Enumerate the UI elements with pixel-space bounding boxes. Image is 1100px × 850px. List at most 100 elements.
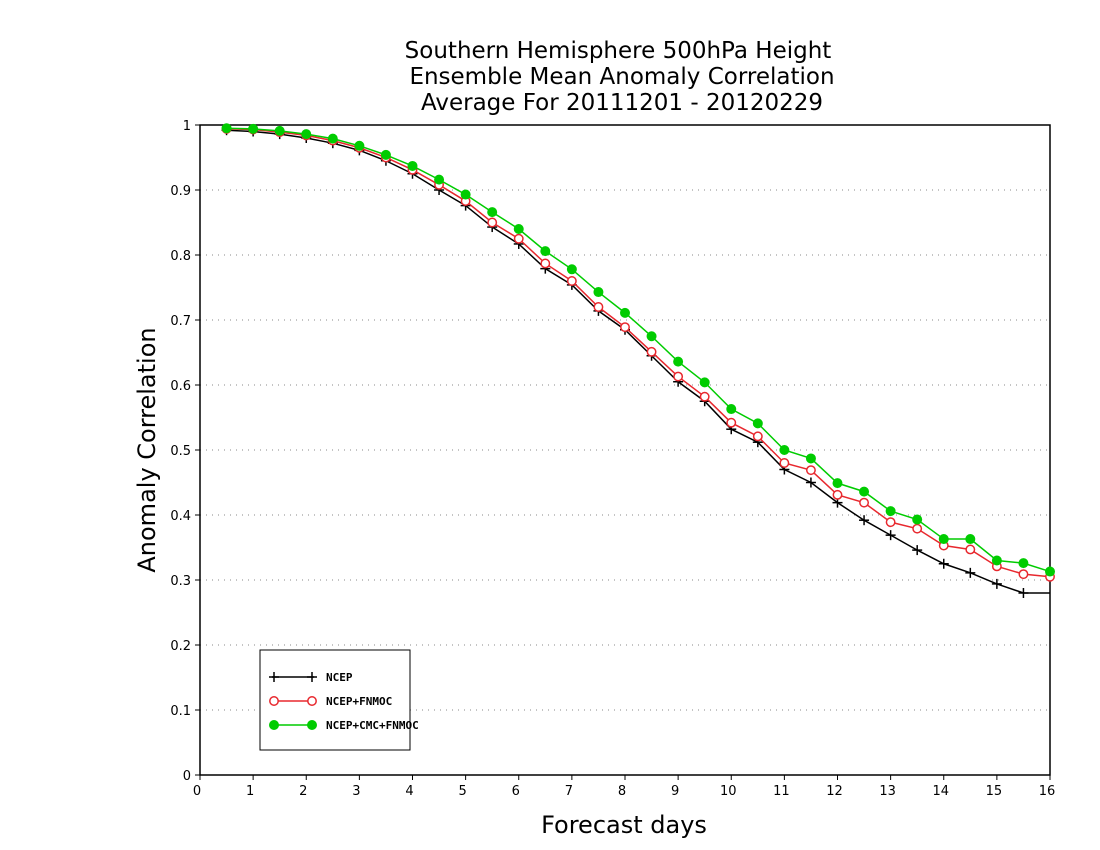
chart-title: Southern Hemisphere 500hPa Height Ensemb… bbox=[405, 38, 835, 116]
y-tick-label: 1 bbox=[183, 119, 191, 134]
legend-marker-end bbox=[307, 696, 317, 706]
legend: NCEP NCEP+FNMOC NCEP+CMC+FNMOC bbox=[259, 649, 419, 751]
series-ncep-fnmoc bbox=[221, 123, 1055, 582]
data-point bbox=[1018, 558, 1029, 569]
data-point bbox=[938, 558, 949, 569]
data-point bbox=[832, 478, 843, 489]
data-point bbox=[487, 217, 498, 228]
data-point bbox=[620, 322, 630, 333]
data-point bbox=[540, 258, 551, 269]
x-tick-label: 4 bbox=[405, 784, 413, 799]
x-tick-label: 16 bbox=[1039, 784, 1056, 799]
x-tick-label: 1 bbox=[246, 784, 254, 799]
legend-marker-start bbox=[269, 720, 279, 730]
series-ncep-cmc-fnmoc bbox=[221, 123, 1055, 577]
data-point bbox=[779, 445, 790, 455]
data-point bbox=[805, 453, 816, 464]
data-point bbox=[726, 404, 737, 415]
x-tick-label: 12 bbox=[826, 784, 843, 799]
axis-ticks: 00.10.20.30.40.50.60.70.80.910 1 2 3 4 5 6 7 8 9 1… bbox=[170, 119, 1055, 799]
legend-marker-end bbox=[307, 672, 317, 682]
legend-label: NCEP+FNMOC bbox=[326, 695, 392, 708]
data-point bbox=[912, 523, 923, 534]
y-tick-label: 0.2 bbox=[170, 639, 191, 654]
title-line-1: Southern Hemisphere 500hPa Height bbox=[405, 38, 832, 64]
x-tick-label: 7 bbox=[565, 784, 573, 799]
data-point bbox=[274, 125, 285, 136]
data-point bbox=[805, 465, 816, 476]
data-point bbox=[805, 477, 816, 488]
x-tick-label: 9 bbox=[671, 784, 679, 799]
data-point bbox=[965, 544, 976, 555]
data-point bbox=[593, 302, 604, 312]
legend-item: NCEP+FNMOC bbox=[269, 695, 392, 708]
title-line-3: Average For 20111201 - 20120229 bbox=[421, 90, 823, 116]
title-line-2: Ensemble Mean Anomaly Correlation bbox=[409, 64, 834, 90]
data-point bbox=[859, 497, 870, 508]
x-tick-label: 14 bbox=[932, 784, 949, 799]
series-ncep bbox=[221, 125, 1050, 598]
y-tick-label: 0.5 bbox=[170, 444, 191, 459]
data-point bbox=[301, 129, 312, 140]
data-point bbox=[646, 331, 657, 342]
data-point bbox=[221, 123, 232, 134]
data-point bbox=[407, 160, 418, 171]
x-axis-label: Forecast days bbox=[541, 811, 707, 839]
legend-marker-start bbox=[269, 672, 279, 682]
data-point bbox=[380, 149, 391, 160]
data-point bbox=[752, 431, 763, 442]
legend-item: NCEP bbox=[269, 671, 353, 684]
data-point bbox=[859, 486, 870, 497]
x-tick-label: 5 bbox=[458, 784, 466, 799]
y-tick-label: 0 bbox=[183, 769, 191, 784]
y-tick-label: 0.3 bbox=[170, 574, 191, 589]
y-tick-label: 0.1 bbox=[170, 704, 191, 719]
series-line bbox=[226, 129, 1050, 594]
data-point bbox=[327, 133, 338, 144]
legend-marker-end bbox=[307, 720, 317, 730]
y-tick-label: 0.8 bbox=[170, 249, 191, 264]
data-point bbox=[832, 489, 843, 500]
data-point bbox=[779, 458, 790, 468]
data-point bbox=[885, 530, 896, 541]
data-point bbox=[1018, 588, 1029, 598]
x-tick-label: 11 bbox=[773, 784, 790, 799]
legend-label: NCEP+CMC+FNMOC bbox=[326, 719, 419, 732]
data-point bbox=[487, 207, 498, 218]
data-point bbox=[912, 514, 923, 525]
data-point bbox=[938, 534, 949, 545]
data-point bbox=[646, 346, 657, 357]
data-point bbox=[885, 506, 896, 517]
legend-label: NCEP bbox=[326, 671, 353, 684]
data-point bbox=[460, 189, 471, 200]
x-tick-label: 13 bbox=[879, 784, 896, 799]
legend-marker-start bbox=[269, 696, 279, 706]
data-point bbox=[859, 515, 870, 526]
x-tick-label: 8 bbox=[618, 784, 626, 799]
y-tick-label: 0.7 bbox=[170, 314, 191, 329]
data-point bbox=[566, 276, 577, 286]
data-point bbox=[673, 356, 684, 367]
data-point bbox=[912, 545, 923, 556]
legend-box bbox=[259, 649, 411, 751]
data-point bbox=[885, 517, 896, 528]
y-tick-label: 0.9 bbox=[170, 184, 191, 199]
data-point bbox=[1018, 569, 1029, 580]
x-tick-label: 6 bbox=[512, 784, 520, 799]
x-tick-label: 10 bbox=[720, 784, 737, 799]
data-point bbox=[991, 555, 1002, 566]
x-tick-label: 15 bbox=[986, 784, 1003, 799]
data-point bbox=[513, 233, 524, 244]
data-point bbox=[540, 246, 551, 257]
y-tick-label: 0.4 bbox=[170, 509, 191, 524]
data-point bbox=[673, 371, 684, 382]
x-tick-label: 0 bbox=[193, 784, 201, 799]
series-line bbox=[226, 127, 1051, 573]
series-layer bbox=[221, 123, 1055, 598]
data-point bbox=[566, 264, 577, 275]
data-point bbox=[726, 417, 737, 428]
data-point bbox=[1045, 566, 1055, 577]
data-point bbox=[434, 174, 445, 185]
